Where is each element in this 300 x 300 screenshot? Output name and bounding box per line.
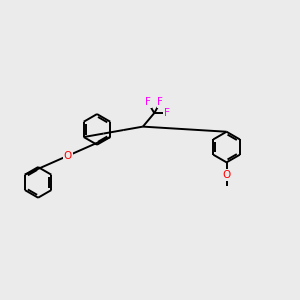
- Text: F: F: [164, 108, 169, 118]
- Text: F: F: [145, 98, 151, 107]
- Text: O: O: [63, 151, 72, 161]
- Text: F: F: [158, 98, 164, 107]
- Text: O: O: [222, 170, 231, 180]
